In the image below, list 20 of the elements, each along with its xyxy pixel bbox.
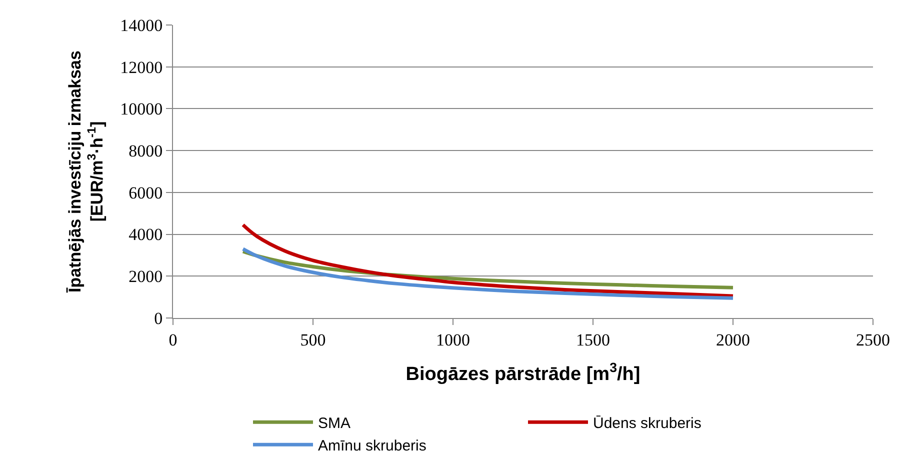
x-tick-label: 2000: [716, 330, 750, 350]
legend-label: Ūdens skruberis: [593, 415, 702, 432]
x-axis-title: Biogāzes pārstrāde [m$^{3}$/h]: [406, 360, 640, 386]
y-tick-label: 10000: [120, 100, 163, 119]
y-tick-label: 14000: [120, 16, 163, 35]
line-series: [241, 247, 735, 300]
x-tick-label: 1000: [436, 330, 470, 350]
x-tick-label: 0: [168, 330, 178, 350]
line-series: [241, 223, 735, 298]
x-tick-label: 500: [300, 330, 326, 350]
legend-label: Amīnu skruberis: [318, 438, 426, 454]
y-tick-label: 4000: [128, 225, 163, 244]
y-tick-label: 6000: [128, 183, 163, 202]
y-tick-label: 2000: [128, 267, 163, 286]
y-tick-label: 8000: [128, 142, 163, 161]
x-tick-label: 2500: [856, 330, 890, 350]
legend-label: SMA: [318, 415, 351, 432]
y-tick-label: 12000: [120, 58, 163, 77]
y-tick-label: 0: [154, 308, 163, 328]
x-tick-label: 1500: [576, 330, 610, 350]
